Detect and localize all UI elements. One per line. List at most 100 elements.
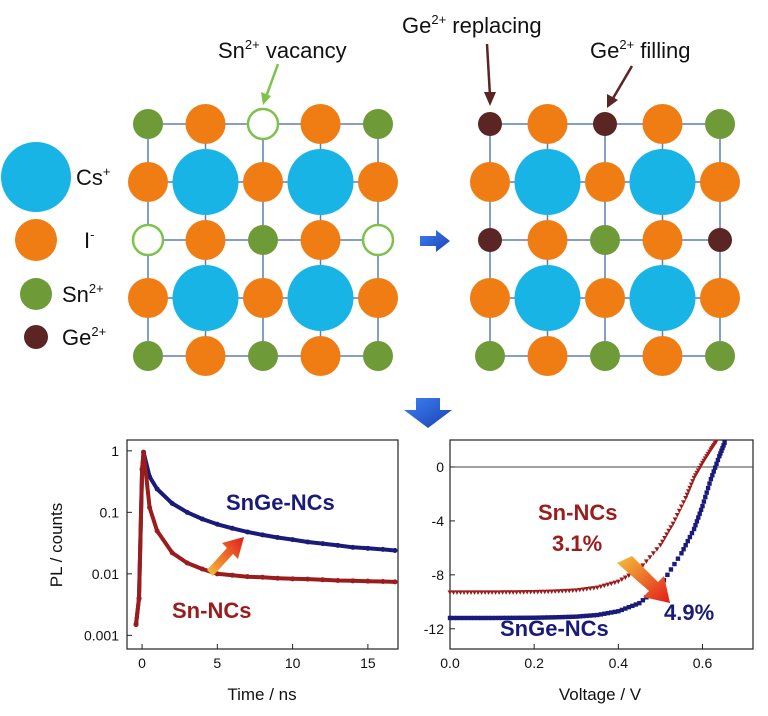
ion-legend: Cs+ I- Sn2+ Ge2+ [1, 142, 110, 350]
pl-data-point [260, 532, 265, 538]
jv-data-point [479, 615, 484, 621]
jv-plot-frame [449, 439, 754, 650]
jv-data-point [566, 588, 572, 594]
sn-vacancy-label: Sn2+ vacancy [218, 37, 347, 63]
cs-ion [629, 149, 696, 215]
jv-data-point [503, 590, 509, 595]
iodide-ion [243, 278, 283, 318]
jv-data-point [712, 465, 718, 470]
jv-data-point [707, 481, 712, 486]
jv-data-point [594, 585, 600, 591]
jv-data-point [688, 482, 694, 487]
sn-vacancy [361, 223, 395, 257]
pl-data-point [365, 578, 371, 584]
jv-data-point [619, 607, 625, 613]
jv-data-point [475, 615, 481, 621]
pl-x-axis-label: Time / ns [227, 685, 296, 704]
pl-data-point [275, 534, 281, 540]
jv-data-point [447, 590, 453, 595]
jv-data-point [608, 581, 614, 587]
ge-ion [478, 112, 502, 136]
jv-data-point [472, 615, 477, 621]
jv-x-tick-label: 0.4 [609, 655, 629, 671]
jv-data-point [615, 579, 621, 585]
lattice-after [470, 104, 740, 376]
cs-ion [629, 265, 696, 331]
jv-data-point [465, 615, 470, 621]
jv-data-point [545, 615, 551, 620]
jv-data-point [622, 575, 628, 581]
jv-data-point [643, 559, 649, 564]
jv-data-point [703, 494, 708, 500]
jv-data-point [683, 542, 688, 548]
jv-data-point [563, 614, 568, 620]
pl-data-point [244, 529, 250, 535]
jv-data-point [720, 445, 725, 451]
jv-data-point [721, 443, 726, 448]
jv-data-point [623, 606, 628, 611]
jv-data-point [482, 615, 488, 621]
sn-ion [705, 341, 735, 371]
jv-data-point [496, 590, 502, 595]
sn-ion [248, 225, 278, 255]
jv-data-point [609, 610, 614, 615]
pl-y-tick-label: 0.001 [84, 627, 119, 643]
jv-data-point [619, 577, 625, 583]
jv-data-point [528, 615, 533, 620]
jv-data-point [549, 615, 554, 620]
jv-data-point [475, 590, 481, 595]
jv-data-point [559, 589, 565, 594]
jv-data-point [556, 615, 561, 620]
jv-data-point [570, 588, 576, 594]
lattice-before [128, 104, 398, 376]
pl-data-point [229, 572, 235, 578]
jv-data-point [704, 490, 709, 495]
jv-snge-label: SnGe-NCs [500, 616, 609, 641]
jv-data-point [588, 613, 593, 618]
right-arrow-icon [420, 230, 450, 252]
jv-data-point [531, 615, 537, 620]
jv-data-point [708, 476, 714, 482]
jv-data-point [468, 615, 474, 621]
jv-data-point [670, 521, 676, 527]
jv-data-point [591, 586, 597, 591]
jv-data-point [573, 588, 579, 593]
jv-data-point [493, 590, 499, 595]
jv-data-point [500, 590, 506, 595]
iodide-ion [185, 220, 226, 260]
jv-y-tick-label: 0 [436, 459, 444, 475]
jv-data-point [681, 547, 686, 552]
jv-data-point [567, 614, 572, 620]
iodide-ion [527, 336, 568, 376]
jv-data-point [577, 587, 583, 593]
sn-ion [590, 225, 620, 255]
pl-data-point [305, 576, 311, 582]
pl-x-tick-label: 5 [213, 655, 221, 671]
jv-data-point [454, 590, 460, 595]
jv-axis-ticks: 0.0 0.2 0.4 0.6 0 -4 -8 -12 [424, 459, 753, 671]
legend-ge-swatch [24, 325, 48, 349]
jv-data-point [675, 556, 681, 561]
jv-data-point [683, 495, 689, 501]
ge-ion [478, 228, 502, 252]
cs-ion [287, 265, 354, 331]
jv-data-point [612, 580, 618, 586]
jv-data-point [714, 461, 719, 467]
ge-filling-arrowhead [607, 94, 618, 108]
jv-data-point [493, 615, 498, 621]
jv-data-point [679, 551, 684, 556]
ge-ion [708, 228, 732, 252]
legend-sn-swatch [20, 278, 52, 310]
jv-data-point [626, 605, 632, 610]
pl-data-point [350, 544, 356, 550]
jv-data-point [517, 590, 523, 595]
pl-y-axis-label: PL / counts [47, 503, 66, 587]
jv-data-point [637, 600, 642, 606]
jv-data-point [689, 530, 695, 536]
jv-data-point [672, 561, 677, 567]
iodide-ion [128, 278, 168, 318]
jv-data-point [691, 526, 697, 532]
jv-data-point [595, 612, 600, 618]
pl-data-point [214, 521, 220, 527]
